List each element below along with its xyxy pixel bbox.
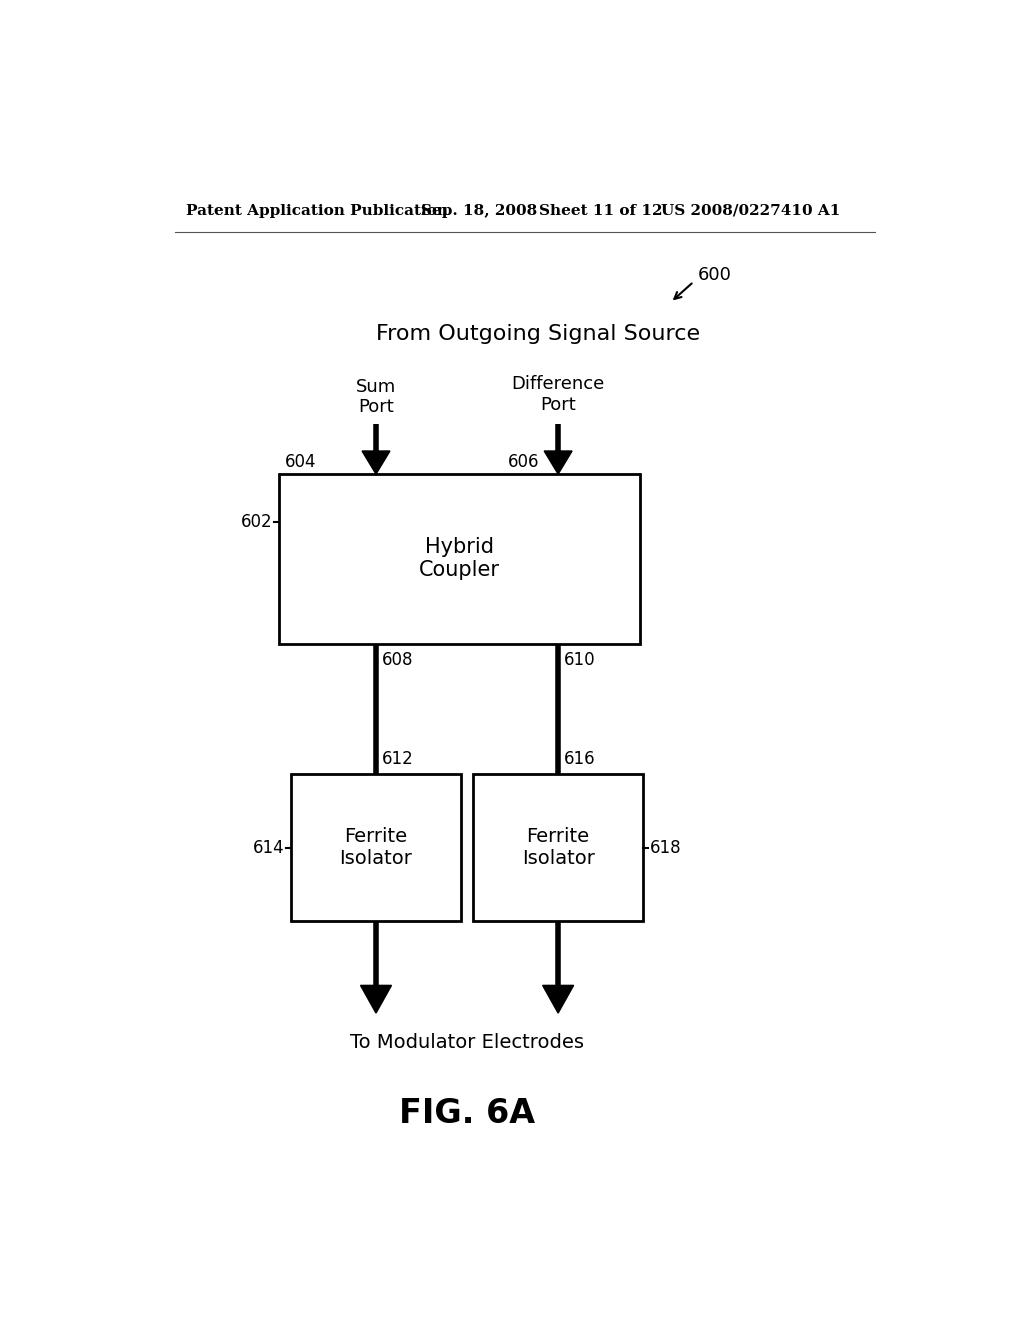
Text: 600: 600 xyxy=(697,267,731,284)
Text: US 2008/0227410 A1: US 2008/0227410 A1 xyxy=(662,203,841,218)
Text: 606: 606 xyxy=(508,453,540,471)
Text: Ferrite
Isolator: Ferrite Isolator xyxy=(340,828,413,869)
Text: Sum
Port: Sum Port xyxy=(356,378,396,417)
Text: Ferrite
Isolator: Ferrite Isolator xyxy=(521,828,595,869)
Polygon shape xyxy=(543,985,573,1014)
Text: 618: 618 xyxy=(649,838,681,857)
Bar xyxy=(280,474,640,644)
Polygon shape xyxy=(362,451,390,474)
Text: Hybrid
Coupler: Hybrid Coupler xyxy=(419,537,500,581)
Text: 614: 614 xyxy=(253,838,285,857)
Text: 610: 610 xyxy=(564,651,596,669)
Text: Difference
Port: Difference Port xyxy=(512,375,605,414)
Text: 604: 604 xyxy=(286,453,316,471)
Text: 616: 616 xyxy=(564,750,596,768)
Text: Sep. 18, 2008: Sep. 18, 2008 xyxy=(421,203,538,218)
Polygon shape xyxy=(544,451,572,474)
Text: FIG. 6A: FIG. 6A xyxy=(399,1097,536,1130)
Text: Sheet 11 of 12: Sheet 11 of 12 xyxy=(539,203,663,218)
Text: 608: 608 xyxy=(382,651,414,669)
Bar xyxy=(291,775,461,921)
Text: To Modulator Electrodes: To Modulator Electrodes xyxy=(350,1032,584,1052)
Text: Patent Application Publication: Patent Application Publication xyxy=(186,203,449,218)
Text: From Outgoing Signal Source: From Outgoing Signal Source xyxy=(376,323,700,345)
Text: 602: 602 xyxy=(242,512,273,531)
Bar xyxy=(473,775,643,921)
Polygon shape xyxy=(360,985,391,1014)
Text: 612: 612 xyxy=(382,750,414,768)
